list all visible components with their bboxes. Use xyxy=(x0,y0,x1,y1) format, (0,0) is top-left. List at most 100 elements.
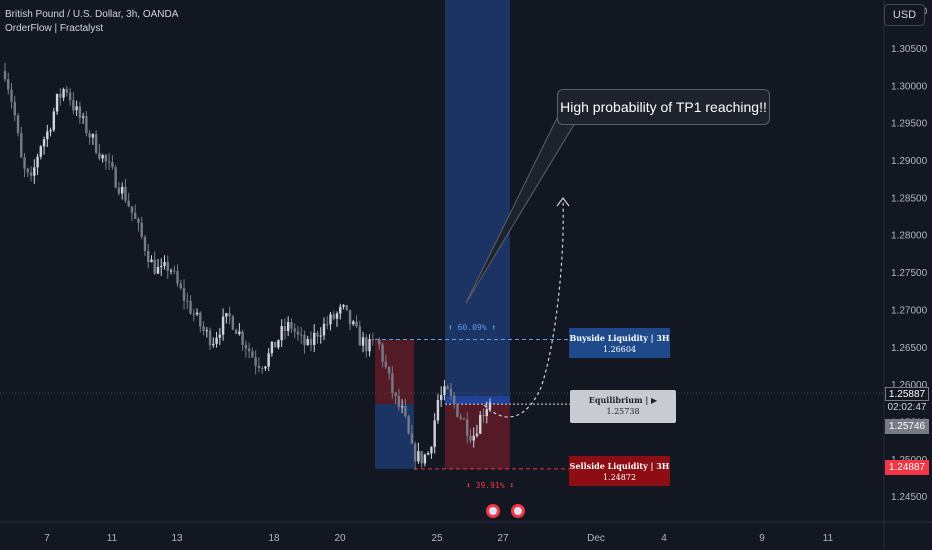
candle-body xyxy=(280,326,283,341)
buyside-liquidity-label[interactable]: Buyside Liquidity | 3H 1.26604 xyxy=(569,328,670,358)
y-tick-label: 1.27500 xyxy=(891,268,928,279)
candle-body xyxy=(212,343,215,346)
candle-body xyxy=(404,406,407,417)
candle-body xyxy=(85,116,88,134)
currency-button[interactable]: USD xyxy=(884,4,925,26)
x-tick-label: 4 xyxy=(661,533,667,544)
candle-body xyxy=(306,339,309,346)
candle-body xyxy=(120,186,124,194)
candle-body xyxy=(88,133,91,138)
candle-body xyxy=(449,388,453,396)
candle-body xyxy=(143,236,147,251)
candle-body xyxy=(49,130,52,132)
candle-body xyxy=(208,330,212,346)
candle-body xyxy=(355,321,358,327)
candle-body xyxy=(199,312,202,327)
x-tick-label: 13 xyxy=(171,533,183,544)
candle-body xyxy=(283,326,287,331)
candle-body xyxy=(309,339,313,345)
candle-body xyxy=(186,300,189,302)
candle-body xyxy=(319,335,322,337)
bar-timer-tag: 02:02:47 xyxy=(885,401,929,415)
candle-body xyxy=(264,366,267,369)
indicator-name[interactable]: OrderFlow | Fractalyst xyxy=(5,23,104,34)
candle-body xyxy=(358,326,361,346)
candle-body xyxy=(33,167,36,176)
candle-body xyxy=(228,313,231,317)
range-blue-zone xyxy=(375,404,414,469)
candle-body xyxy=(300,334,303,336)
candle-body xyxy=(472,435,475,441)
y-tick-label: 1.28500 xyxy=(891,193,928,204)
candle-body xyxy=(29,172,33,176)
candle-body xyxy=(290,322,293,329)
candle-body xyxy=(20,133,23,158)
candle-body xyxy=(426,453,430,455)
candle-body xyxy=(443,386,446,395)
candle-body xyxy=(150,259,153,263)
candle-body xyxy=(413,443,417,462)
sellside-liquidity-label[interactable]: Sellside Liquidity | 3H 1.24872 xyxy=(569,456,670,486)
candle-body xyxy=(326,323,329,325)
candle-body xyxy=(13,101,16,116)
candle-body xyxy=(134,212,137,219)
candle-body xyxy=(410,433,414,444)
candle-body xyxy=(397,396,401,407)
candle-body xyxy=(456,404,459,417)
candle-body xyxy=(72,100,75,111)
candle-body xyxy=(459,416,462,419)
candle-body xyxy=(423,454,427,464)
candle-body xyxy=(469,435,472,441)
callout-box[interactable]: High probability of TP1 reaching!! xyxy=(557,89,770,125)
y-tick-label: 1.26500 xyxy=(891,343,928,354)
equilibrium-price-tag: 1.25746 xyxy=(885,419,929,434)
x-tick-label: 9 xyxy=(759,533,765,544)
candle-body xyxy=(254,357,257,366)
x-tick-label: Dec xyxy=(587,533,605,544)
buyside-price-text: 1.26604 xyxy=(602,345,637,354)
candle-body xyxy=(205,330,209,332)
candle-body xyxy=(225,313,228,317)
candle-body xyxy=(430,447,433,454)
candle-body xyxy=(101,155,104,159)
candle-body xyxy=(303,334,306,346)
lower-percentage: ⬇ 39.91% ⬇ xyxy=(466,481,515,490)
candle-body xyxy=(439,394,443,401)
candle-body xyxy=(381,344,384,362)
candle-body xyxy=(94,134,98,153)
candle-body xyxy=(153,259,156,274)
candle-body xyxy=(371,339,375,341)
candle-body xyxy=(91,134,95,138)
candle-body xyxy=(270,341,274,354)
buyside-label-text: Buyside Liquidity | 3H xyxy=(569,333,670,343)
candle-body xyxy=(195,312,199,315)
candle-body xyxy=(130,206,134,213)
candle-body xyxy=(117,187,121,194)
candle-body xyxy=(166,262,169,271)
candle-body xyxy=(160,265,163,267)
candle-body xyxy=(293,328,296,332)
candle-body xyxy=(342,305,345,307)
candle-body xyxy=(368,339,371,352)
candle-body xyxy=(329,314,332,325)
candle-body xyxy=(215,337,218,344)
equilibrium-label[interactable]: Equilibrium | ▶ 1.25738 xyxy=(570,390,676,423)
y-tick-label: 1.24500 xyxy=(891,492,928,503)
candle-body xyxy=(446,386,449,389)
candle-body xyxy=(417,451,420,462)
y-tick-label: 1.30000 xyxy=(891,81,928,92)
y-tick-label: 1.27000 xyxy=(891,305,928,316)
equilibrium-band xyxy=(445,396,510,405)
x-tick-label: 11 xyxy=(823,533,834,544)
y-tick-label: 1.30500 xyxy=(891,44,928,55)
candle-body xyxy=(485,409,488,417)
candle-body xyxy=(3,70,7,80)
candle-body xyxy=(176,270,179,284)
symbol-title[interactable]: British Pound / U.S. Dollar, 3h, OANDA xyxy=(5,9,179,20)
candle-body xyxy=(378,339,381,345)
candle-body xyxy=(479,414,482,434)
candle-body xyxy=(361,337,365,346)
candle-body xyxy=(16,115,20,134)
candle-body xyxy=(156,266,160,274)
